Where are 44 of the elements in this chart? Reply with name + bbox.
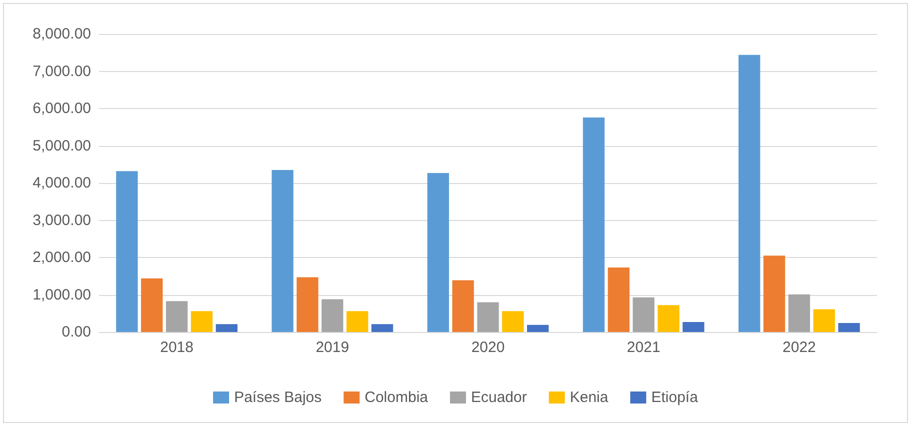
y-tick-label: 5,000.00 xyxy=(32,137,91,154)
bar xyxy=(296,277,318,332)
x-tick-label: 2020 xyxy=(471,339,505,356)
bar xyxy=(502,311,524,332)
bar xyxy=(527,324,549,332)
bar xyxy=(763,256,786,332)
bar xyxy=(272,170,294,332)
legend-label: Colombia xyxy=(364,389,429,406)
bar xyxy=(216,324,238,332)
y-tick-label: 2,000.00 xyxy=(32,249,91,266)
x-tick-label: 2021 xyxy=(626,339,660,356)
bar xyxy=(452,280,474,332)
y-tick-label: 7,000.00 xyxy=(32,62,91,80)
x-tick-label: 2018 xyxy=(160,339,194,356)
bar xyxy=(116,171,138,332)
bar xyxy=(658,305,680,332)
y-tick-label: 3,000.00 xyxy=(32,212,91,229)
bar xyxy=(322,299,344,332)
bar xyxy=(582,117,605,332)
bar xyxy=(190,311,213,332)
bar xyxy=(838,323,860,332)
bar xyxy=(427,172,449,332)
y-tick-label: 4,000.00 xyxy=(32,174,91,192)
bar xyxy=(166,301,188,332)
bar xyxy=(141,278,163,332)
y-tick-label: 0.00 xyxy=(62,324,91,340)
bar xyxy=(346,311,368,332)
bar xyxy=(788,294,810,332)
bar xyxy=(477,302,499,332)
bar xyxy=(738,54,760,332)
bar xyxy=(632,297,654,332)
y-tick-label: 1,000.00 xyxy=(32,286,91,304)
legend-label: Ecuador xyxy=(470,389,527,406)
bar xyxy=(608,268,630,332)
y-tick-label: 8,000.00 xyxy=(32,26,91,42)
legend-label: Países Bajos xyxy=(234,389,322,406)
x-tick-label: 2022 xyxy=(782,339,816,356)
x-tick-label: 2019 xyxy=(316,339,350,356)
legend-label: Etiopía xyxy=(651,389,699,406)
y-tick-label: 6,000.00 xyxy=(32,100,91,117)
bar xyxy=(682,322,704,332)
bar xyxy=(813,309,835,332)
legend-label: Kenia xyxy=(570,389,609,406)
bar xyxy=(371,324,394,332)
